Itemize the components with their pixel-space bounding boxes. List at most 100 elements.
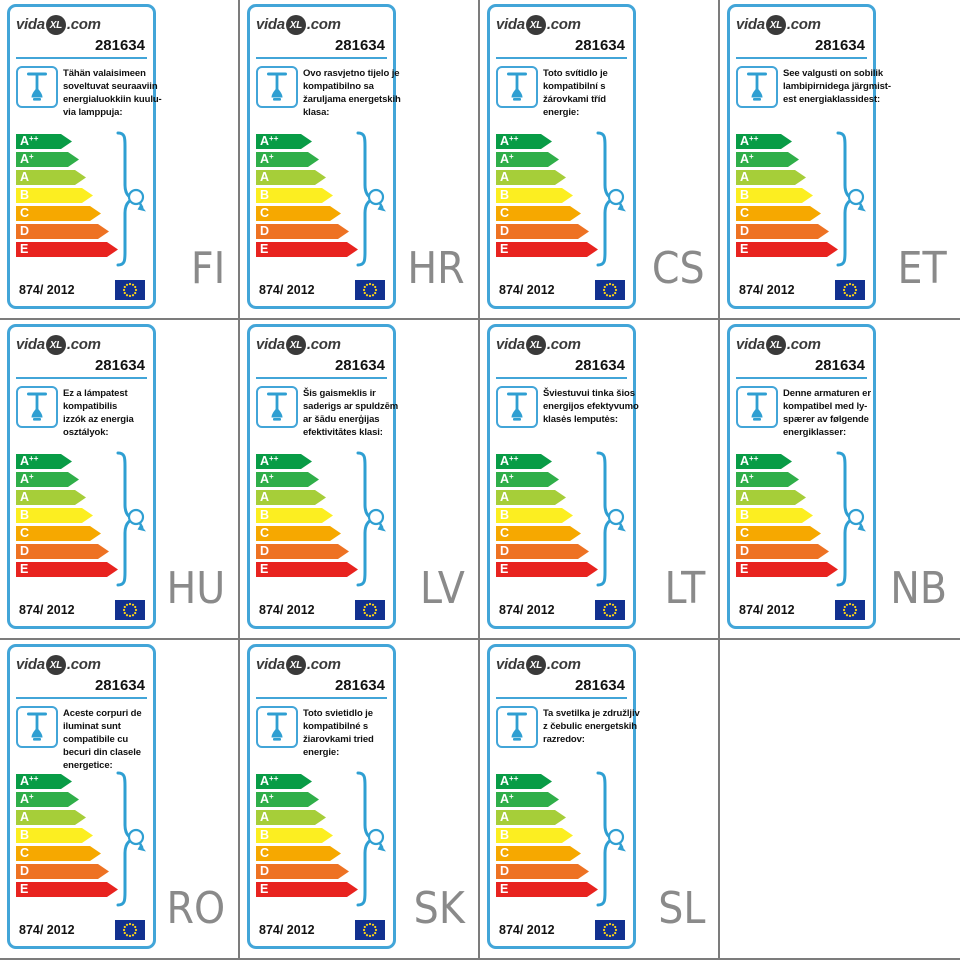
eu-flag-icon <box>115 280 145 300</box>
brace-and-bulb-icon <box>596 771 626 907</box>
regulation-number: 874/ 2012 <box>259 283 315 297</box>
brace-and-bulb-icon <box>596 131 626 267</box>
energy-class-letter: A++ <box>740 133 759 148</box>
energy-class-arrow-e: E <box>256 562 358 577</box>
pendant-lamp-icon <box>16 66 58 108</box>
info-row: Aceste corpuri de iluminat sunt compatib… <box>16 706 147 772</box>
logo-text-vida: vida <box>736 15 765 33</box>
energy-class-letter: C <box>740 526 750 540</box>
regulation-number: 874/ 2012 <box>19 283 75 297</box>
vidaxl-logo: vida XL .com <box>16 652 147 676</box>
eu-flag-icon <box>835 600 865 620</box>
pendant-lamp-icon <box>736 386 778 428</box>
energy-label-card: vida XL .com 281634 See valgusti on sobi… <box>727 4 891 309</box>
logo-xl-circle-icon: XL <box>765 15 786 35</box>
model-number: 281634 <box>94 357 145 374</box>
energy-class-arrow-b: B <box>496 508 573 523</box>
energy-class-arrow-a-plus: A+ <box>496 152 559 167</box>
energy-label-card: vida XL .com 281634 Ez a lámpatest kompa… <box>7 324 156 629</box>
info-row: Toto svítidlo je kompatibilní s žárovkam… <box>496 66 627 132</box>
energy-class-letter: C <box>20 846 30 860</box>
energy-label-card: vida XL .com 281634 Aceste corpuri de il… <box>7 644 156 949</box>
logo-text-vida: vida <box>256 335 285 353</box>
energy-class-letter: A+ <box>260 471 274 486</box>
energy-class-letter: E <box>500 882 509 896</box>
info-row: Tähän valaisimeen soveltuvat seuraaviin … <box>16 66 162 132</box>
bottom-row: 874/ 2012 <box>16 280 147 300</box>
bottom-row: 874/ 2012 <box>256 280 387 300</box>
compatibility-text: Ta svetilka je združljiv z čebulic energ… <box>543 708 640 745</box>
pendant-lamp-icon <box>496 66 538 108</box>
pendant-lamp-icon <box>256 66 298 108</box>
energy-class-arrows: A++ A+ A B C D E <box>496 134 627 257</box>
energy-class-arrow-a: A <box>496 810 566 825</box>
energy-scale: A++ A+ A B C D E <box>736 451 867 588</box>
energy-class-letter: C <box>500 846 510 860</box>
label-cell: vida XL .com 281634 Aceste corpuri de il… <box>0 640 240 960</box>
energy-label-card: vida XL .com 281634 Šviestuvui tinka šio… <box>487 324 639 629</box>
info-row: Ovo rasvjetno tijelo je kompatibilno sa … <box>256 66 401 132</box>
energy-label-card: vida XL .com 281634 Toto svítidlo je kom… <box>487 4 636 309</box>
energy-class-arrow-d: D <box>16 224 109 239</box>
pendant-lamp-glyph <box>507 712 527 741</box>
brace-and-bulb-icon <box>356 771 386 907</box>
label-cell: vida XL .com 281634 Ovo rasvjetno tijelo… <box>240 0 480 320</box>
energy-class-letter: A+ <box>740 471 754 486</box>
energy-class-letter: D <box>500 224 510 238</box>
light-bulb-icon <box>847 188 866 212</box>
regulation-number: 874/ 2012 <box>739 603 795 617</box>
logo-text-com: .com <box>546 15 581 33</box>
energy-class-arrow-a-plus-plus: A++ <box>16 774 72 789</box>
energy-class-arrows: A++ A+ A B C D E <box>256 774 387 897</box>
model-number: 281634 <box>334 677 385 694</box>
divider-line <box>256 57 387 59</box>
vidaxl-logo: vida XL .com <box>256 12 387 36</box>
regulation-number: 874/ 2012 <box>19 603 75 617</box>
language-code: HU <box>166 563 225 614</box>
energy-class-letter: A+ <box>20 791 34 806</box>
divider-line <box>496 377 627 379</box>
bottom-row: 874/ 2012 <box>496 600 627 620</box>
energy-class-arrow-c: C <box>256 206 341 221</box>
energy-class-arrow-d: D <box>16 544 109 559</box>
light-bulb-icon <box>127 508 146 532</box>
energy-class-letter: A <box>500 170 510 184</box>
bottom-row: 874/ 2012 <box>496 920 627 940</box>
info-row: See valgusti on sobilik lambipirnidega j… <box>736 66 891 132</box>
bottom-row: 874/ 2012 <box>256 920 387 940</box>
energy-class-letter: A <box>260 170 270 184</box>
energy-class-letter: D <box>740 224 750 238</box>
language-code: RO <box>166 883 225 934</box>
energy-class-letter: A+ <box>740 151 754 166</box>
energy-class-arrow-e: E <box>736 242 838 257</box>
language-code: NB <box>890 563 947 614</box>
energy-class-arrow-c: C <box>16 206 101 221</box>
energy-class-arrow-a: A <box>256 490 326 505</box>
energy-class-letter: A+ <box>500 791 514 806</box>
compatibility-text: Toto svietidlo je kompatibilné s žiarovk… <box>303 708 374 758</box>
logo-text-vida: vida <box>496 655 525 673</box>
energy-class-letter: B <box>740 508 750 522</box>
energy-class-arrow-d: D <box>256 544 349 559</box>
model-number: 281634 <box>814 357 865 374</box>
energy-class-arrow-b: B <box>16 828 93 843</box>
bottom-row: 874/ 2012 <box>496 280 627 300</box>
energy-class-letter: E <box>500 242 509 256</box>
empty-cell <box>720 640 960 960</box>
energy-class-letter: A+ <box>500 151 514 166</box>
energy-scale: A++ A+ A B C D E <box>256 451 387 588</box>
energy-class-arrow-d: D <box>16 864 109 879</box>
energy-class-arrow-a: A <box>496 170 566 185</box>
logo-text-xl: XL <box>49 659 62 671</box>
energy-class-letter: A++ <box>20 453 39 468</box>
language-code: HR <box>407 243 465 294</box>
energy-class-arrow-b: B <box>736 188 813 203</box>
energy-class-letter: A <box>740 490 750 504</box>
energy-class-letter: A <box>260 490 270 504</box>
energy-class-letter: C <box>20 206 30 220</box>
energy-class-arrow-a-plus: A+ <box>16 472 79 487</box>
energy-class-letter: D <box>500 864 510 878</box>
light-bulb-icon <box>607 828 626 852</box>
energy-class-arrow-a-plus-plus: A++ <box>256 774 312 789</box>
energy-scale: A++ A+ A B C D E <box>496 451 627 588</box>
